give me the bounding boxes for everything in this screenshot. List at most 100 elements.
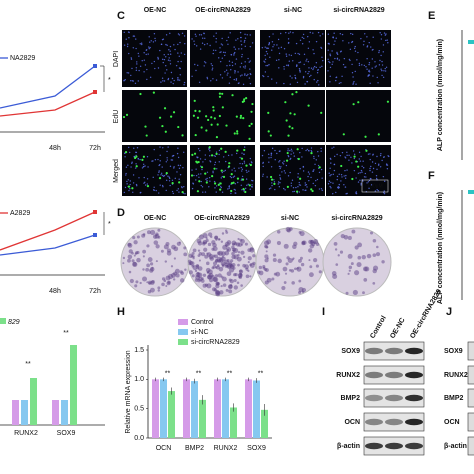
stain <box>258 270 264 276</box>
nucleus <box>271 41 274 43</box>
nucleus <box>331 50 333 52</box>
nucleus <box>162 147 164 149</box>
nucleus <box>237 71 239 73</box>
edu-cell <box>239 116 242 119</box>
nucleus <box>135 183 138 186</box>
nucleus <box>194 63 196 66</box>
nucleus <box>166 69 168 71</box>
nucleus <box>310 147 313 149</box>
nucleus <box>225 69 228 71</box>
nucleus <box>129 180 131 182</box>
stain <box>225 288 229 292</box>
edu-cell <box>218 92 222 95</box>
nucleus <box>303 37 305 40</box>
bar <box>168 391 175 438</box>
stain <box>229 279 234 284</box>
edu-cell <box>224 150 227 153</box>
nucleus <box>315 159 317 161</box>
edu-cell <box>251 102 254 106</box>
nucleus <box>153 186 155 189</box>
nucleus <box>301 147 303 150</box>
nucleus <box>306 58 308 60</box>
edu-cell <box>236 149 239 152</box>
stain <box>146 230 151 235</box>
nucleus <box>340 180 342 182</box>
nucleus <box>213 154 215 157</box>
stain <box>136 257 141 263</box>
sig: ** <box>25 361 31 368</box>
stain <box>298 259 302 263</box>
stain <box>231 251 235 256</box>
nucleus <box>165 34 168 36</box>
stain <box>150 229 156 236</box>
stain <box>135 280 139 284</box>
legend-label: si-NC <box>191 329 209 336</box>
nucleus <box>381 60 383 63</box>
nucleus <box>228 60 231 62</box>
nucleus <box>183 151 185 153</box>
x-tick-label: SOX9 <box>247 445 266 452</box>
nucleus <box>382 175 385 178</box>
edu-cell <box>240 157 244 160</box>
nucleus <box>329 75 331 77</box>
nucleus <box>327 58 329 60</box>
nucleus <box>353 80 355 83</box>
nucleus <box>130 57 132 59</box>
band <box>365 442 383 450</box>
edu-cell <box>352 103 355 106</box>
stain <box>211 287 217 292</box>
nucleus <box>263 150 266 152</box>
column-label: Control <box>369 315 388 340</box>
nucleus <box>221 37 223 40</box>
nucleus <box>249 60 251 62</box>
nucleus <box>220 186 223 189</box>
nucleus <box>152 41 155 43</box>
band <box>385 394 403 402</box>
row-label: Merged <box>113 159 120 183</box>
edu-cell <box>200 126 203 129</box>
nucleus <box>230 69 232 71</box>
nucleus <box>203 43 206 46</box>
nucleus <box>294 74 296 77</box>
stain <box>354 245 359 250</box>
nucleus <box>171 159 174 161</box>
nucleus <box>213 35 215 37</box>
nucleus <box>133 35 136 37</box>
edu-cell <box>172 111 176 114</box>
nucleus <box>313 157 315 160</box>
nucleus <box>308 41 311 43</box>
nucleus <box>244 187 247 190</box>
stain <box>149 262 154 266</box>
edu-cell <box>220 169 223 172</box>
nucleus <box>305 60 307 62</box>
nucleus <box>206 78 209 80</box>
nucleus <box>350 156 352 159</box>
stain <box>372 238 377 243</box>
nucleus <box>312 32 314 34</box>
nucleus <box>263 60 265 62</box>
stain <box>242 255 246 258</box>
nucleus <box>316 178 319 181</box>
stain <box>206 283 212 289</box>
stain <box>175 273 180 278</box>
stain <box>351 229 356 234</box>
nucleus <box>339 33 342 35</box>
nucleus <box>183 35 186 37</box>
edu-cell <box>146 184 150 188</box>
nucleus <box>274 149 276 152</box>
nucleus <box>383 191 385 194</box>
nucleus <box>309 31 311 34</box>
nucleus <box>212 52 214 55</box>
nucleus <box>356 59 358 61</box>
stain <box>265 268 269 272</box>
bar <box>222 379 229 438</box>
stain <box>247 256 252 261</box>
row-label: SOX9 <box>341 348 360 355</box>
micrograph <box>122 30 187 87</box>
nucleus <box>332 61 334 63</box>
legend: 829 <box>8 319 20 326</box>
nucleus <box>371 161 374 163</box>
nucleus <box>238 167 240 169</box>
nucleus <box>298 53 301 56</box>
nucleus <box>315 66 317 69</box>
